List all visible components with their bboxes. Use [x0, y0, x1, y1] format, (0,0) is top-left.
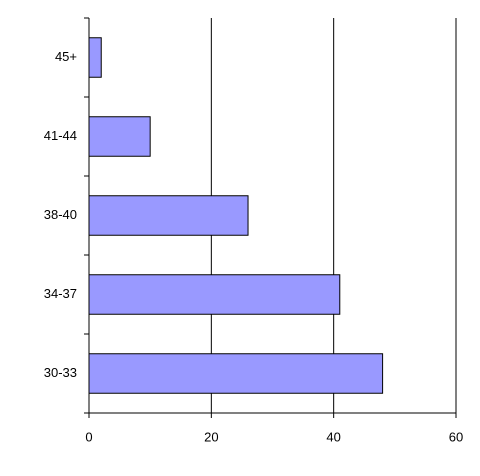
bar	[88, 274, 341, 315]
x-tick-label: 40	[326, 429, 340, 444]
y-tick-label: 38-40	[44, 207, 77, 222]
bar	[88, 116, 151, 157]
x-tick-label: 60	[449, 429, 463, 444]
y-tick-label: 34-37	[44, 286, 77, 301]
x-tick-label: 0	[85, 429, 92, 444]
bar	[88, 353, 384, 394]
bar	[88, 195, 249, 236]
y-tick-label: 30-33	[44, 365, 77, 380]
y-tick-label: 41-44	[44, 128, 77, 143]
x-tick-label: 20	[204, 429, 218, 444]
bar	[88, 37, 102, 78]
y-tick-label: 45+	[55, 49, 77, 64]
